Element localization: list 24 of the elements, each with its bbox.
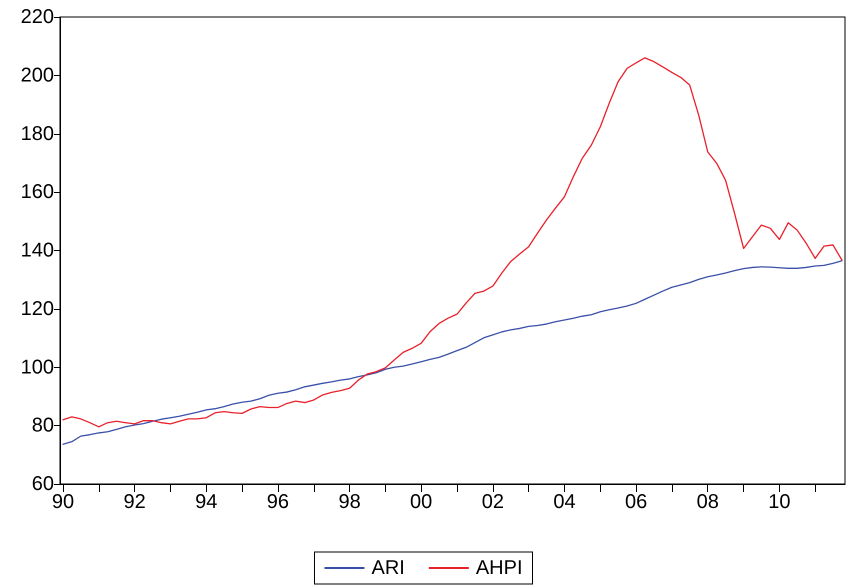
x-tick-label: 08 (696, 491, 719, 513)
y-tick-label: 200 (20, 64, 54, 86)
line-series (62, 260, 843, 445)
x-tick-label: 06 (625, 491, 648, 513)
x-tick-label: 02 (482, 491, 504, 513)
y-tick-label: 100 (20, 356, 54, 378)
x-tick-label: 94 (195, 491, 218, 513)
x-tick-label: 04 (553, 491, 576, 513)
x-tick-label: 98 (338, 491, 361, 513)
y-tick-label: 220 (20, 6, 54, 28)
legend-label: AHPI (476, 557, 523, 579)
y-tick-label: 60 (32, 473, 54, 495)
line-series (62, 57, 843, 428)
legend-label: ARI (371, 557, 405, 579)
y-tick-label: 80 (32, 414, 54, 437)
y-tick-label: 180 (20, 122, 54, 145)
x-tick-label: 90 (52, 491, 74, 513)
x-tick-label: 92 (124, 491, 146, 513)
x-tick-label: 96 (266, 491, 290, 513)
x-tick-label: 10 (768, 491, 791, 513)
x-tick-label: 00 (410, 491, 432, 513)
y-tick-label: 140 (20, 240, 54, 262)
y-tick-label: 160 (20, 181, 54, 204)
y-tick-label: 120 (20, 298, 54, 320)
